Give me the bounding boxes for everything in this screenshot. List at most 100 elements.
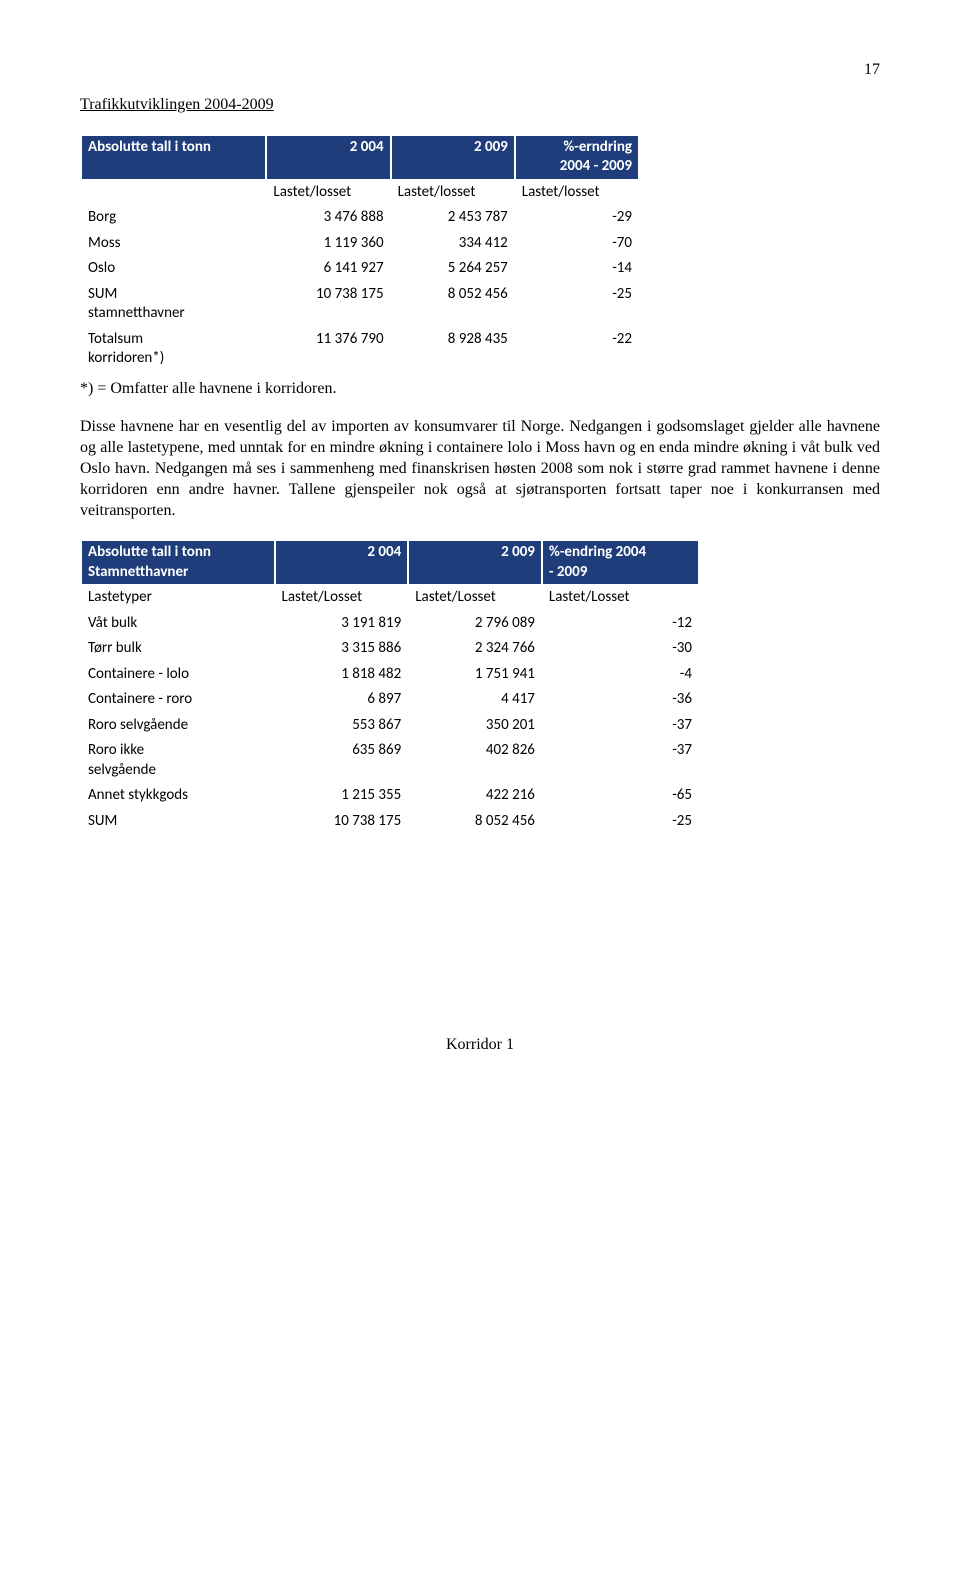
- footnote: *) = Omfatter alle havnene i korridoren.: [80, 379, 880, 400]
- cell-value: 350 201: [408, 713, 542, 739]
- table-row: Roro ikke selvgående 635 869 402 826 -37: [81, 738, 699, 783]
- cell-label: SUM: [81, 809, 275, 835]
- t1-subheader: Lastet/losset Lastet/losset Lastet/losse…: [81, 180, 639, 206]
- cell-label: Moss: [81, 231, 266, 257]
- cell-label: Tørr bulk: [81, 636, 275, 662]
- cell-label: Våt bulk: [81, 611, 275, 637]
- t2-sub-c3: Lastet/Losset: [542, 585, 699, 611]
- cell-value: -14: [515, 256, 639, 282]
- cell-value: -37: [542, 713, 699, 739]
- cell-value: -25: [515, 282, 639, 327]
- t1-head-c1: 2 004: [266, 135, 390, 180]
- t1-sub-c2: Lastet/losset: [391, 180, 515, 206]
- t1-head-c0: Absolutte tall i tonn: [81, 135, 266, 180]
- cell-value: -25: [542, 809, 699, 835]
- table-traffic-cargo-types: Absolutte tall i tonn Stamnetthavner 2 0…: [80, 539, 700, 835]
- cell-label: Oslo: [81, 256, 266, 282]
- t2-sub-c2: Lastet/Losset: [408, 585, 542, 611]
- cell-value: 422 216: [408, 783, 542, 809]
- t1-head-c2: 2 009: [391, 135, 515, 180]
- cell-value: 553 867: [275, 713, 409, 739]
- table-row: SUM stamnetthavner 10 738 175 8 052 456 …: [81, 282, 639, 327]
- cell-label: SUM stamnetthavner: [81, 282, 266, 327]
- cell-value: 2 324 766: [408, 636, 542, 662]
- t2-head-c3: %-endring 2004 - 2009: [542, 540, 699, 585]
- cell-value: 402 826: [408, 738, 542, 783]
- cell-label-l2: stamnetthavner: [88, 304, 185, 322]
- t1-head-c3-l1: %-erndring: [563, 138, 632, 156]
- cell-label-l2: korridoren*): [88, 349, 164, 367]
- t2-head-c1: 2 004: [275, 540, 409, 585]
- cell-label: Containere - lolo: [81, 662, 275, 688]
- cell-value: 11 376 790: [266, 327, 390, 372]
- cell-value: -30: [542, 636, 699, 662]
- t2-subheader: Lastetyper Lastet/Losset Lastet/Losset L…: [81, 585, 699, 611]
- cell-value: 6 897: [275, 687, 409, 713]
- cell-value: 334 412: [391, 231, 515, 257]
- t1-head-c3-l2: 2004 - 2009: [560, 157, 632, 175]
- cell-value: -36: [542, 687, 699, 713]
- table-row: Containere - lolo 1 818 482 1 751 941 -4: [81, 662, 699, 688]
- cell-label-l1: SUM: [88, 285, 117, 303]
- cell-label: Borg: [81, 205, 266, 231]
- table-row: Annet stykkgods 1 215 355 422 216 -65: [81, 783, 699, 809]
- t2-sub-c0: Lastetyper: [81, 585, 275, 611]
- cell-value: 1 215 355: [275, 783, 409, 809]
- cell-value: 1 119 360: [266, 231, 390, 257]
- cell-value: 2 453 787: [391, 205, 515, 231]
- cell-value: -12: [542, 611, 699, 637]
- section-title: Trafikkutviklingen 2004-2009: [80, 95, 880, 116]
- cell-value: 3 315 886: [275, 636, 409, 662]
- cell-value: 2 796 089: [408, 611, 542, 637]
- cell-value: 10 738 175: [266, 282, 390, 327]
- body-paragraph: Disse havnene har en vesentlig del av im…: [80, 417, 880, 521]
- cell-value: -4: [542, 662, 699, 688]
- cell-label: Annet stykkgods: [81, 783, 275, 809]
- cell-label-l1: Totalsum: [88, 330, 143, 348]
- table-row: Roro selvgående 553 867 350 201 -37: [81, 713, 699, 739]
- t1-sub-c1: Lastet/losset: [266, 180, 390, 206]
- page-number: 17: [80, 60, 880, 81]
- table-row: SUM 10 738 175 8 052 456 -25: [81, 809, 699, 835]
- cell-label: Containere - roro: [81, 687, 275, 713]
- cell-label: Roro ikke selvgående: [81, 738, 275, 783]
- cell-value: -22: [515, 327, 639, 372]
- t2-head-c0: Absolutte tall i tonn Stamnetthavner: [81, 540, 275, 585]
- cell-value: 10 738 175: [275, 809, 409, 835]
- cell-value: -37: [542, 738, 699, 783]
- cell-value: 8 052 456: [391, 282, 515, 327]
- cell-value: 6 141 927: [266, 256, 390, 282]
- cell-value: -29: [515, 205, 639, 231]
- t2-head-c3-l1: %-endring 2004: [549, 543, 646, 561]
- cell-value: 8 052 456: [408, 809, 542, 835]
- t1-sub-c3: Lastet/losset: [515, 180, 639, 206]
- t1-head-c3: %-erndring 2004 - 2009: [515, 135, 639, 180]
- table-traffic-ports: Absolutte tall i tonn 2 004 2 009 %-ernd…: [80, 134, 640, 373]
- t2-head-c3-l2: - 2009: [549, 563, 587, 581]
- cell-label-l1: Roro ikke: [88, 741, 144, 759]
- t2-head-c0-l2: Stamnetthavner: [88, 563, 188, 581]
- cell-value: 3 191 819: [275, 611, 409, 637]
- cell-label: Totalsum korridoren*): [81, 327, 266, 372]
- page-footer: Korridor 1: [80, 1035, 880, 1056]
- table-row: Moss 1 119 360 334 412 -70: [81, 231, 639, 257]
- t2-head-c0-l1: Absolutte tall i tonn: [88, 543, 211, 561]
- cell-value: -70: [515, 231, 639, 257]
- cell-value: 635 869: [275, 738, 409, 783]
- table-row: Totalsum korridoren*) 11 376 790 8 928 4…: [81, 327, 639, 372]
- cell-value: 1 818 482: [275, 662, 409, 688]
- cell-value: -65: [542, 783, 699, 809]
- t1-sub-c0: [81, 180, 266, 206]
- table-row: Oslo 6 141 927 5 264 257 -14: [81, 256, 639, 282]
- table-row: Våt bulk 3 191 819 2 796 089 -12: [81, 611, 699, 637]
- table-row: Borg 3 476 888 2 453 787 -29: [81, 205, 639, 231]
- cell-label-l2: selvgående: [88, 761, 156, 779]
- cell-value: 4 417: [408, 687, 542, 713]
- cell-value: 8 928 435: [391, 327, 515, 372]
- table-row: Containere - roro 6 897 4 417 -36: [81, 687, 699, 713]
- table-row: Tørr bulk 3 315 886 2 324 766 -30: [81, 636, 699, 662]
- cell-label: Roro selvgående: [81, 713, 275, 739]
- cell-value: 5 264 257: [391, 256, 515, 282]
- t2-head-c2: 2 009: [408, 540, 542, 585]
- cell-value: 1 751 941: [408, 662, 542, 688]
